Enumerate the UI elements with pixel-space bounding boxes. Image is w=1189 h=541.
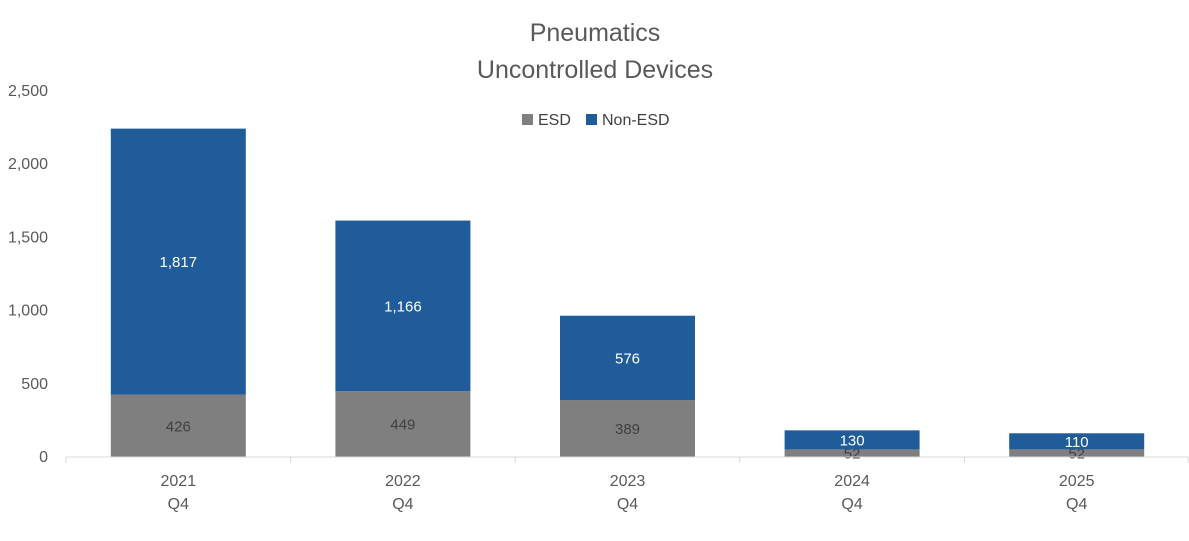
bar-esd — [784, 449, 920, 457]
x-category-sublabel: Q4 — [617, 496, 638, 513]
bar-non-esd — [1009, 433, 1145, 450]
data-label-non-esd: 1,817 — [160, 254, 198, 271]
data-label-non-esd: 130 — [840, 432, 865, 449]
x-category-label: 2023 — [610, 473, 646, 490]
legend-label-esd: ESD — [538, 112, 571, 129]
x-category-label: 2022 — [385, 473, 421, 490]
bar-esd — [110, 394, 246, 457]
data-label-esd: 389 — [615, 421, 640, 438]
y-tick-label: 0 — [39, 449, 48, 466]
x-category-sublabel: Q4 — [168, 496, 189, 513]
y-tick-label: 2,000 — [8, 156, 48, 173]
chart-subtitle: Uncontrolled Devices — [477, 56, 713, 84]
x-category-sublabel: Q4 — [841, 496, 862, 513]
x-category-label: 2025 — [1059, 473, 1095, 490]
bar-non-esd — [784, 430, 920, 450]
data-label-non-esd: 110 — [1065, 434, 1089, 451]
x-category-label: 2024 — [834, 473, 870, 490]
data-label-esd: 52 — [1068, 446, 1085, 463]
bar-esd — [1009, 449, 1145, 457]
data-label-esd: 449 — [390, 417, 415, 434]
y-tick-label: 500 — [21, 376, 48, 393]
bar-non-esd — [110, 128, 246, 395]
bar-non-esd — [560, 315, 695, 401]
data-label-esd: 426 — [166, 418, 191, 435]
x-category-sublabel: Q4 — [1066, 496, 1087, 513]
y-axis: 0 500 1,000 1,500 2,000 2,500 — [8, 83, 48, 466]
bar-esd — [335, 391, 471, 457]
y-tick-label: 1,500 — [8, 229, 48, 246]
y-tick-label: 2,500 — [8, 83, 48, 100]
data-label-non-esd: 1,166 — [384, 298, 422, 315]
bar-non-esd — [335, 220, 471, 392]
data-label-non-esd: 576 — [615, 350, 640, 367]
x-axis: 2021 Q4 2022 Q4 2023 Q4 2024 Q4 2025 Q4 — [65, 456, 1189, 513]
legend-swatch-non-esd — [586, 114, 597, 125]
legend: ESD Non-ESD — [522, 112, 670, 129]
data-label-esd: 52 — [844, 446, 861, 463]
chart-title: Pneumatics — [530, 19, 661, 47]
legend-swatch-esd — [522, 114, 533, 125]
x-category-sublabel: Q4 — [392, 496, 413, 513]
bar-esd — [560, 400, 695, 457]
legend-label-non-esd: Non-ESD — [602, 112, 670, 129]
y-tick-label: 1,000 — [8, 303, 48, 320]
x-category-label: 2021 — [161, 473, 197, 490]
